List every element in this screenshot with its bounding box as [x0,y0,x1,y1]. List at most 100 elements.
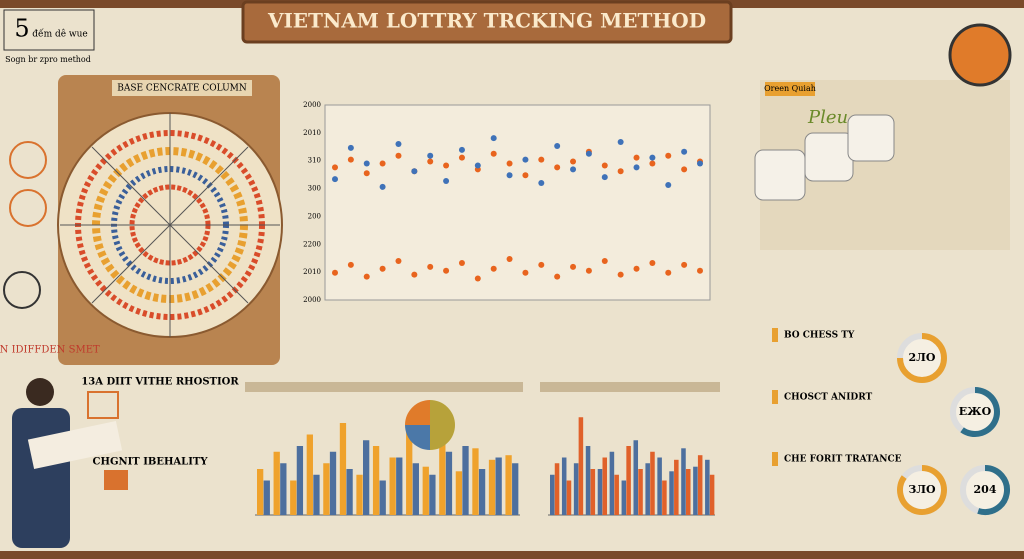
scatter-point [601,258,608,264]
bar [445,451,453,515]
badge: Oreen Quiah [764,84,816,93]
scatter-point [411,271,418,278]
scatter-point [347,144,354,151]
bar [578,417,584,515]
bar [280,463,287,515]
bar [323,463,330,515]
scatter-point [681,261,688,268]
title: VIETNAM LOTTRY TRCKING METHOD [267,9,706,33]
chart-strip [540,382,720,392]
chart-strip [245,382,523,392]
bar [609,451,615,515]
scatter-point [506,256,513,263]
scatter-point [585,267,592,274]
bar [685,469,691,515]
scatter-point [332,269,338,276]
bar [313,474,320,515]
scatter-point [617,139,624,146]
side-label: OUTHEN IDIFFDEN SMET [0,345,100,356]
scatter-point [443,178,450,185]
y-tick-label: 2200 [303,240,321,248]
scatter-point [570,158,577,165]
bar [602,457,608,515]
bar [505,455,512,515]
bottom-border [0,551,1024,559]
bar [614,474,619,515]
scatter-point [506,160,513,167]
scatter-point [379,183,386,190]
bar [709,474,715,515]
scatter-point [474,162,481,169]
side-icons [3,141,47,309]
section-marker [772,452,778,466]
gauge-label: ЗЛО [908,483,936,496]
bar [455,471,463,515]
gauge-label: 204 [974,483,997,496]
wheel [57,112,283,338]
scatter-point [601,174,608,181]
scatter-point [665,269,672,276]
bar [585,446,591,515]
scatter-point [411,168,418,175]
bar [597,469,603,515]
bar [645,463,650,515]
y-tick-label: 310 [308,157,321,165]
scatter-point [538,261,545,268]
bar [590,469,596,515]
bar [339,423,347,515]
scatter-point [395,152,402,159]
bar [633,440,639,515]
scatter-point [554,164,561,171]
scatter-point [458,259,465,266]
scatter-point [427,263,434,270]
bar [412,463,419,515]
scatter-point [379,265,386,272]
bar [389,457,396,515]
icon [87,391,119,419]
scatter-point [458,146,465,153]
bar [356,474,363,515]
bar [561,457,567,515]
scatter-point [570,263,577,270]
bowl [948,23,1012,87]
bar [674,459,679,515]
section-heading: CHE FORIT TRATANCE [784,455,902,465]
gauge-arc [977,465,1010,515]
script: Pleu [807,107,848,128]
scatter-point [395,258,402,264]
bar [573,463,579,515]
bar [657,457,662,515]
gauge-arc [960,387,1000,437]
section-heading: BO CHESS TY [784,331,855,341]
bar [346,469,353,515]
scatter-point [347,261,354,268]
bar [273,451,280,515]
bar [705,459,710,515]
scatter-point [490,135,497,142]
bar [495,457,502,515]
bar [306,434,313,515]
y-tick-label: 2000 [303,101,321,109]
bar [372,446,380,515]
scatter-point [665,152,672,159]
scatter-point [427,158,434,165]
scatter-point [363,170,370,177]
scatter-point [395,141,402,147]
scatter-point [490,265,497,272]
bar [669,471,674,515]
y-tick-label: 2010 [303,268,321,276]
bar [488,459,496,515]
scatter-point [649,160,656,167]
scatter-point [617,271,624,278]
pie-slice [405,425,430,450]
scatter-point [681,148,688,155]
section-heading: CHOSCT ANIDRT [784,393,873,403]
bar [650,451,655,515]
bar [693,466,698,515]
pie-slice [405,400,430,425]
bar [379,480,386,515]
person [12,378,123,548]
bar [422,466,429,515]
bar [566,480,572,515]
